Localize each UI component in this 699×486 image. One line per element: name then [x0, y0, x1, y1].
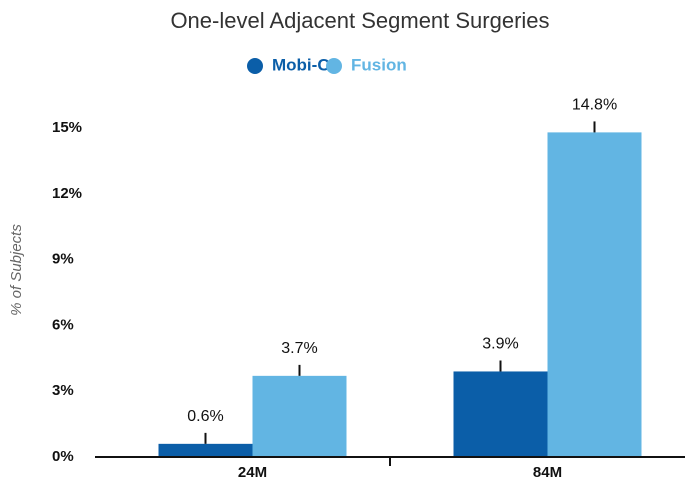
bar — [547, 132, 642, 458]
legend-label: Mobi-C — [272, 55, 330, 74]
bar — [453, 371, 548, 457]
y-tick-label: 6% — [52, 316, 74, 333]
legend-swatch — [326, 58, 342, 74]
y-tick-label: 3% — [52, 382, 74, 399]
y-tick-label: 0% — [52, 448, 74, 465]
data-label: 0.6% — [187, 408, 223, 425]
x-tick-label: 24M — [238, 464, 267, 481]
y-tick-label: 15% — [52, 119, 82, 136]
bar — [252, 375, 347, 457]
y-axis-label: % of Subjects — [8, 224, 25, 316]
data-label: 14.8% — [572, 97, 617, 114]
legend-label: Fusion — [351, 55, 407, 74]
y-tick-label: 12% — [52, 185, 82, 202]
x-tick-label: 84M — [533, 464, 562, 481]
data-label: 3.7% — [281, 340, 317, 357]
legend-swatch — [247, 58, 263, 74]
y-tick-label: 9% — [52, 251, 74, 268]
data-label: 3.9% — [482, 336, 518, 353]
chart-title: One-level Adjacent Segment Surgeries — [170, 8, 549, 33]
bar — [158, 443, 253, 457]
